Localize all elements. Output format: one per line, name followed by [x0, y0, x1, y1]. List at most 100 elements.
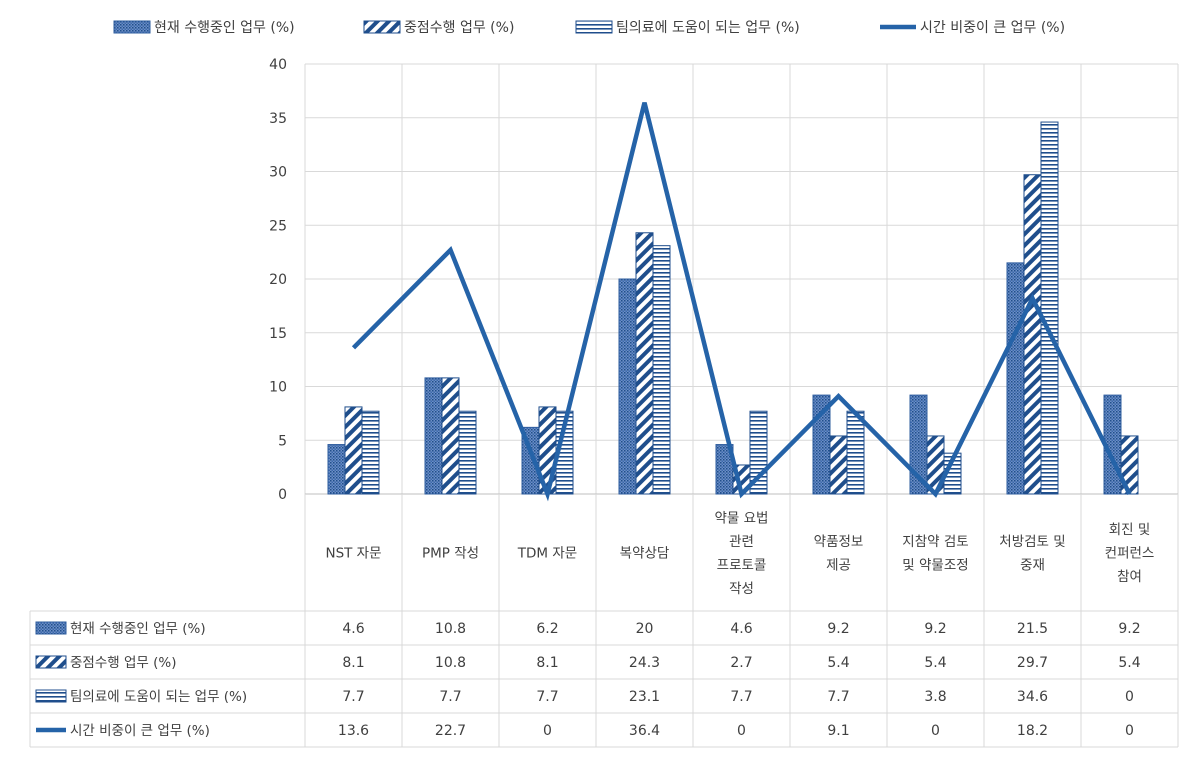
- category-label-line: 처방검토 및: [999, 534, 1065, 550]
- bar-diagonal: [441, 377, 460, 495]
- category-label-line: 및 약물조정: [902, 557, 968, 573]
- table-cell-value: 7.7: [827, 689, 849, 705]
- table-cell-value: 6.2: [536, 621, 558, 637]
- category-label-line: 참여: [1117, 569, 1142, 585]
- legend-label: 시간 비중이 큰 업무 (%): [920, 20, 1065, 36]
- y-tick-label: 30: [269, 165, 287, 181]
- table-cell-value: 23.1: [629, 689, 660, 705]
- y-tick-label: 20: [269, 272, 287, 288]
- table-cell-value: 7.7: [536, 689, 558, 705]
- y-tick-label: 40: [269, 57, 287, 73]
- category-label-line: 작성: [729, 581, 754, 597]
- category-label-line: 제공: [826, 557, 851, 573]
- table-cell-value: 8.1: [536, 655, 558, 671]
- table-cell-value: 7.7: [342, 689, 364, 705]
- bar-dots: [1006, 262, 1025, 495]
- table-cell-value: 2.7: [730, 655, 752, 671]
- bar-horizontal: [458, 410, 477, 495]
- category-label: TDM 자문: [517, 546, 577, 562]
- table-cell-value: 21.5: [1017, 621, 1048, 637]
- table-cell-value: 5.4: [924, 655, 946, 671]
- gridlines: [304, 63, 1179, 495]
- table-cell-value: 9.1: [827, 723, 849, 739]
- table-cell-value: 20: [636, 621, 654, 637]
- category-label-line: NST 자문: [325, 546, 381, 562]
- table-cell-value: 13.6: [338, 723, 369, 739]
- table-cell-value: 10.8: [435, 655, 466, 671]
- bar-horizontal: [846, 410, 865, 495]
- table-row-label: 현재 수행중인 업무 (%): [70, 621, 206, 637]
- legend-label: 현재 수행중인 업무 (%): [154, 20, 295, 36]
- y-axis: 0 5 10 15 20 25 30 35 40: [269, 57, 287, 503]
- table-cell-value: 22.7: [435, 723, 466, 739]
- legend-key-horizontal: [35, 689, 67, 703]
- category-label-line: 회진 및: [1109, 522, 1151, 538]
- bar-diagonal: [829, 435, 848, 495]
- legend-key-diagonal: [35, 655, 67, 669]
- category-label-line: 약품정보: [814, 534, 864, 550]
- legend-key-horizontal: [575, 20, 613, 34]
- line-series: [351, 102, 1132, 502]
- category-label-line: PMP 작성: [422, 546, 479, 562]
- legend-key-dots: [113, 20, 151, 34]
- y-tick-label: 25: [269, 218, 287, 234]
- legend-label: 중점수행 업무 (%): [404, 20, 514, 36]
- category-label: 회진 및 컨퍼런스 참여: [1105, 522, 1155, 585]
- table-row-label: 시간 비중이 큰 업무 (%): [70, 723, 210, 739]
- bar-horizontal: [652, 245, 671, 495]
- category-label-line: 프로토콜: [717, 557, 767, 573]
- table-cell-value: 5.4: [1118, 655, 1140, 671]
- table-cell-value: 18.2: [1017, 723, 1048, 739]
- category-label: NST 자문: [325, 546, 381, 562]
- table-cell-value: 7.7: [439, 689, 461, 705]
- bar-horizontal: [1040, 121, 1059, 495]
- table-cell-value: 9.2: [924, 621, 946, 637]
- category-label-line: 복약상담: [620, 546, 670, 562]
- y-tick-label: 15: [269, 326, 287, 342]
- bar-dots: [327, 444, 346, 495]
- y-tick-label: 10: [269, 380, 287, 396]
- table-cell-value: 7.7: [730, 689, 752, 705]
- category-label-line: 중재: [1020, 557, 1045, 573]
- table-cell-value: 9.2: [827, 621, 849, 637]
- bar-dots: [618, 278, 637, 495]
- table-cell-value: 3.8: [924, 689, 946, 705]
- category-label-line: 관련: [729, 534, 754, 550]
- legend-label: 팀의료에 도움이 되는 업무 (%): [616, 20, 800, 36]
- table-cell-value: 10.8: [435, 621, 466, 637]
- table-cell-value: 24.3: [629, 655, 660, 671]
- category-label: 복약상담: [620, 546, 670, 562]
- y-tick-label: 0: [278, 487, 287, 503]
- category-label-line: 지참약 검토: [902, 534, 968, 550]
- legend-key-diagonal: [363, 20, 401, 34]
- table-cell-value: 8.1: [342, 655, 364, 671]
- table-cell-value: 4.6: [342, 621, 364, 637]
- bar-horizontal: [361, 410, 380, 495]
- table-cell-value: 9.2: [1118, 621, 1140, 637]
- legend-key-dots: [35, 621, 67, 635]
- table-cell-value: 5.4: [827, 655, 849, 671]
- table-cell-value: 0: [1125, 689, 1134, 705]
- table-cell-value: 0: [931, 723, 940, 739]
- bar-dots: [424, 377, 443, 495]
- table-row-label: 팀의료에 도움이 되는 업무 (%): [70, 689, 247, 705]
- table-row-label: 중점수행 업무 (%): [70, 655, 176, 671]
- table-cell-value: 36.4: [629, 723, 660, 739]
- category-label: PMP 작성: [422, 546, 479, 562]
- bar-diagonal: [344, 406, 363, 495]
- table-cell-value: 4.6: [730, 621, 752, 637]
- legend: 현재 수행중인 업무 (%) 중점수행 업무 (%) 팀의료에 도움이 되는 업무 …: [113, 20, 1065, 36]
- table-cell-value: 0: [1125, 723, 1134, 739]
- category-label-line: 약물 요법: [715, 510, 769, 526]
- category-label-line: TDM 자문: [517, 546, 577, 562]
- table-cell-value: 34.6: [1017, 689, 1048, 705]
- y-tick-label: 5: [278, 433, 287, 449]
- table-cell-value: 0: [543, 723, 552, 739]
- bars: [327, 121, 1139, 495]
